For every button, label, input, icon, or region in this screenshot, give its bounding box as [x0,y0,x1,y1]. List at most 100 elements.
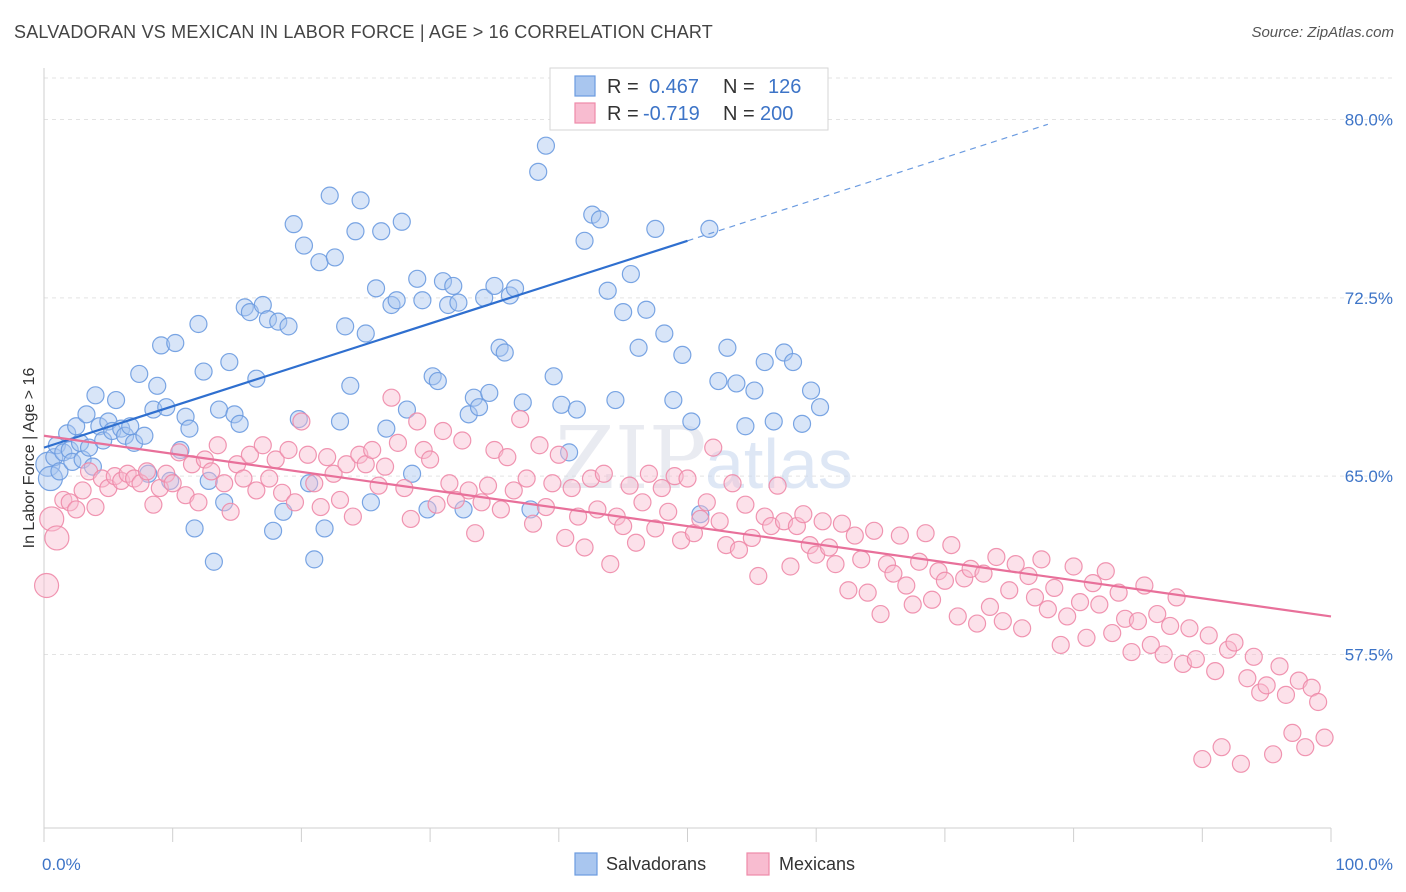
point-salvadorans [764,412,783,431]
point-mexicans [1051,635,1070,655]
point-salvadorans [330,412,350,431]
point-mexicans [929,562,948,581]
point-mexicans [1251,683,1270,702]
point-mexicans [1000,581,1019,600]
point-mexicans [260,469,279,488]
point-salvadorans [590,210,610,229]
point-mexicans [60,493,79,512]
point-mexicans [704,438,723,457]
point-mexicans [1231,754,1251,773]
point-mexicans [1058,607,1077,626]
point-mexicans [562,478,581,498]
point-mexicans [691,509,710,529]
point-mexicans [865,521,884,540]
point-mexicans [1199,626,1218,645]
point-salvadorans [225,405,244,424]
point-mexicans [916,524,935,543]
point-mexicans [39,506,65,532]
point-salvadorans [341,376,360,395]
point-mexicans [478,476,498,495]
watermark: ZIP atlas [555,409,853,509]
point-salvadorans [130,364,149,384]
point-salvadorans [397,400,417,419]
point-mexicans [1167,588,1186,607]
point-salvadorans [745,381,764,400]
data-points [33,136,1334,773]
point-salvadorans [783,352,803,372]
point-salvadorans [792,414,812,433]
point-mexicans [1077,628,1096,647]
point-mexicans [948,607,967,626]
point-mexicans [44,525,70,551]
point-mexicans [343,507,362,526]
point-mexicans [1212,738,1231,757]
point-salvadorans [300,474,319,493]
point-mexicans [466,524,485,543]
point-mexicans [620,476,639,495]
point-salvadorans [646,219,665,239]
point-mexicans [427,495,446,514]
legend-r-label-1: R = [607,76,639,98]
watermark-atlas: atlas [705,425,853,503]
point-mexicans [1283,723,1302,743]
point-mexicans [1109,583,1128,602]
point-salvadorans [294,236,314,255]
point-mexicans [240,445,260,464]
point-salvadorans [485,276,504,296]
point-salvadorans [372,222,391,241]
point-mexicans [910,552,929,571]
point-salvadorans [801,381,821,400]
point-mexicans [588,500,607,519]
point-mexicans [852,550,871,569]
point-salvadorans [60,440,79,460]
point-salvadorans [230,414,249,433]
legend-swatch-salvadorans [574,75,596,97]
series-legend-label-mexicans: Mexicans [779,854,855,874]
point-salvadorans [194,362,213,381]
point-mexicans [1180,619,1199,638]
point-salvadorans [215,493,234,512]
point-salvadorans [279,317,298,336]
legend-n-label-1: N = [723,76,755,98]
point-mexicans [363,440,382,460]
point-mexicans [170,443,189,462]
legend-box [549,67,829,131]
point-salvadorans [387,291,406,310]
point-mexicans [652,478,671,498]
point-salvadorans [392,212,411,231]
point-salvadorans [284,215,303,234]
point-mexicans [446,490,465,510]
point-mexicans [839,581,858,600]
point-mexicans [86,497,105,517]
point-salvadorans [552,395,571,414]
series-legend: Salvadorans Mexicans [574,852,855,876]
point-mexicans [1148,604,1167,624]
y-tick-label: 80.0% [1345,111,1393,130]
point-mexicans [234,469,253,488]
point-mexicans [414,440,433,460]
point-mexicans [453,431,472,450]
point-salvadorans [428,371,447,391]
point-salvadorans [480,383,499,403]
point-salvadorans [700,219,719,239]
point-salvadorans [37,465,64,492]
point-salvadorans [336,317,355,336]
point-mexicans [1045,578,1064,597]
point-salvadorans [454,500,473,519]
series-legend-swatch-mexicans [746,852,770,876]
point-mexicans [401,509,420,529]
point-salvadorans [544,367,563,386]
point-mexicans [421,450,440,469]
point-mexicans [298,445,317,464]
point-mexicans [511,409,530,429]
point-mexicans [1154,645,1173,664]
x-tick-label: 100.0% [1335,855,1393,874]
point-mexicans [144,495,163,514]
point-salvadorans [377,419,396,438]
point-salvadorans [408,269,427,288]
point-mexicans [639,464,658,483]
point-mexicans [626,533,646,552]
point-mexicans [1244,647,1263,666]
point-mexicans [202,462,221,481]
point-mexicans [498,448,517,467]
